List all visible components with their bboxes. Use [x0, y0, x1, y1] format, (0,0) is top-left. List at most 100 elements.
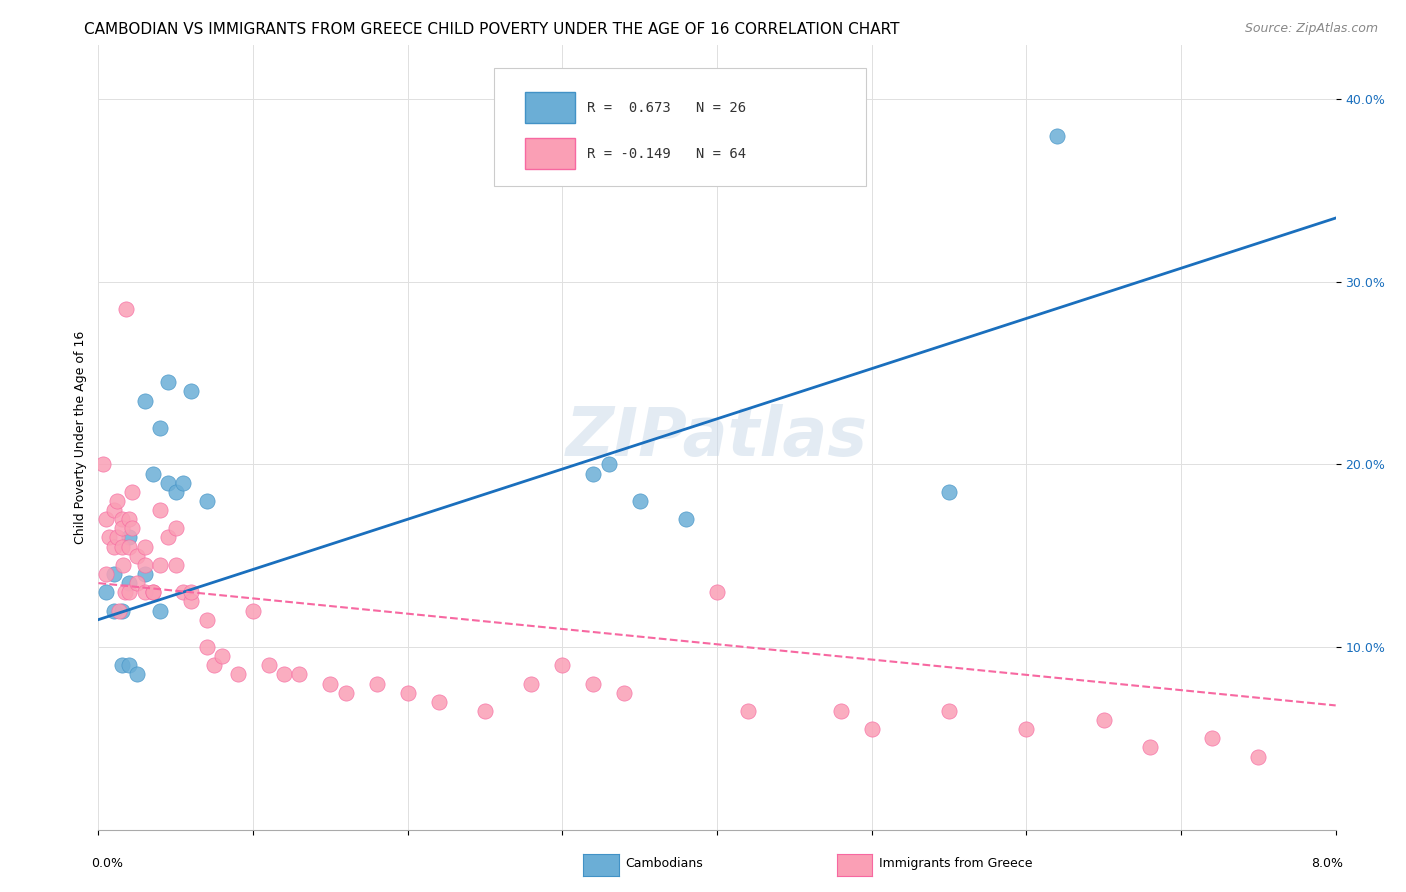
Point: [127, 667, 149, 681]
Point: [114, 585, 136, 599]
Point: [172, 585, 194, 599]
Point: [96, 585, 118, 599]
Point: [134, 585, 156, 599]
Point: [1247, 749, 1270, 764]
Point: [598, 458, 620, 472]
Point: [427, 695, 450, 709]
Point: [134, 566, 156, 581]
Point: [103, 503, 125, 517]
Point: [335, 686, 357, 700]
Point: [118, 585, 141, 599]
Point: [98, 531, 121, 545]
Point: [195, 494, 218, 508]
Point: [938, 704, 960, 718]
Point: [613, 686, 636, 700]
Point: [1046, 128, 1069, 143]
Point: [118, 658, 141, 673]
FancyBboxPatch shape: [526, 92, 575, 123]
Point: [706, 585, 728, 599]
Text: 0.0%: 0.0%: [91, 856, 124, 870]
FancyBboxPatch shape: [495, 68, 866, 186]
Point: [582, 467, 605, 481]
Point: [118, 576, 141, 591]
Point: [737, 704, 759, 718]
Text: Cambodians: Cambodians: [626, 856, 703, 870]
Point: [180, 585, 202, 599]
Point: [366, 676, 388, 690]
Point: [1015, 722, 1038, 736]
Point: [91, 458, 114, 472]
Point: [127, 576, 149, 591]
Point: [157, 376, 180, 390]
Text: ZIPatlas: ZIPatlas: [567, 404, 868, 470]
Point: [118, 512, 141, 526]
Point: [396, 686, 419, 700]
Point: [121, 521, 143, 535]
Point: [157, 475, 180, 490]
Point: [1092, 713, 1115, 727]
Text: R =  0.673   N = 26: R = 0.673 N = 26: [588, 101, 747, 115]
Point: [103, 540, 125, 554]
Point: [141, 467, 165, 481]
Point: [273, 667, 295, 681]
Point: [149, 603, 172, 617]
Point: [1201, 731, 1223, 746]
Point: [121, 484, 143, 499]
Point: [582, 676, 605, 690]
Point: [112, 558, 135, 572]
Point: [134, 540, 156, 554]
Point: [195, 640, 218, 654]
Point: [172, 475, 194, 490]
Point: [149, 421, 172, 435]
Point: [111, 540, 132, 554]
Text: 8.0%: 8.0%: [1310, 856, 1343, 870]
Point: [288, 667, 311, 681]
Point: [127, 549, 149, 563]
Point: [141, 585, 165, 599]
Point: [115, 302, 138, 317]
Point: [111, 521, 132, 535]
Point: [180, 384, 202, 399]
Point: [165, 484, 187, 499]
Point: [157, 531, 180, 545]
Point: [103, 566, 125, 581]
Point: [134, 558, 156, 572]
Point: [134, 393, 156, 408]
Point: [141, 585, 165, 599]
Point: [242, 603, 264, 617]
Point: [211, 649, 233, 664]
Point: [257, 658, 280, 673]
Point: [105, 531, 128, 545]
Point: [105, 494, 128, 508]
Point: [149, 503, 172, 517]
Point: [111, 512, 132, 526]
Point: [474, 704, 496, 718]
Point: [195, 613, 218, 627]
Point: [103, 603, 125, 617]
Point: [118, 540, 141, 554]
Point: [204, 658, 226, 673]
Text: Source: ZipAtlas.com: Source: ZipAtlas.com: [1244, 22, 1378, 36]
Point: [1139, 740, 1161, 755]
Point: [149, 558, 172, 572]
Point: [107, 603, 129, 617]
Text: CAMBODIAN VS IMMIGRANTS FROM GREECE CHILD POVERTY UNDER THE AGE OF 16 CORRELATIO: CAMBODIAN VS IMMIGRANTS FROM GREECE CHIL…: [84, 22, 900, 37]
Text: R = -0.149   N = 64: R = -0.149 N = 64: [588, 146, 747, 161]
Point: [226, 667, 249, 681]
Y-axis label: Child Poverty Under the Age of 16: Child Poverty Under the Age of 16: [75, 330, 87, 544]
Point: [111, 658, 132, 673]
Point: [111, 603, 132, 617]
Point: [165, 521, 187, 535]
Point: [628, 494, 651, 508]
Point: [860, 722, 883, 736]
Point: [830, 704, 852, 718]
Point: [520, 676, 543, 690]
Point: [96, 566, 118, 581]
Point: [118, 531, 141, 545]
Point: [96, 512, 118, 526]
Point: [319, 676, 342, 690]
Text: Immigrants from Greece: Immigrants from Greece: [879, 856, 1032, 870]
Point: [938, 484, 960, 499]
FancyBboxPatch shape: [526, 138, 575, 169]
Point: [180, 594, 202, 608]
